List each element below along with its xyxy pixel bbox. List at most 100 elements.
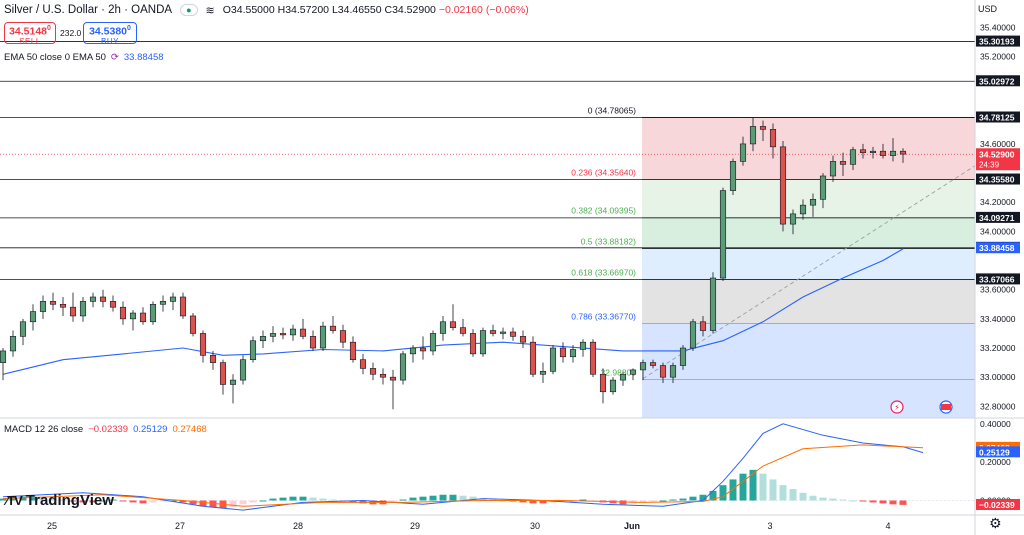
gear-icon[interactable]: ⚙ — [989, 515, 1002, 531]
fib-label-0: 0 (34.78065) — [588, 106, 636, 116]
ema-line — [2, 248, 904, 375]
macd-histogram-bar — [299, 496, 307, 501]
candle-body — [359, 359, 367, 369]
buy-button[interactable]: 34.53800 BUY — [83, 22, 137, 46]
candle-body — [0, 350, 7, 363]
candle-body — [689, 321, 697, 349]
candle-body — [499, 331, 507, 334]
macd-histogram-bar — [109, 499, 117, 501]
candle-body — [399, 353, 407, 381]
price-label-bg — [976, 75, 1020, 87]
candle-body — [59, 303, 67, 308]
candle-body — [189, 315, 197, 334]
price-label: 34.09271 — [979, 213, 1015, 223]
sell-button[interactable]: 34.51480 SELL — [4, 22, 56, 46]
macd-histogram-bar — [79, 500, 87, 503]
macd-histogram-bar — [189, 500, 197, 505]
candle-body — [549, 347, 557, 372]
symbol-title[interactable]: Silver / U.S. Dollar · 2h · OANDA — [4, 4, 173, 16]
macd-histogram-bar — [779, 485, 787, 501]
macd-histogram-bar — [479, 498, 487, 501]
fib-label-0.382: 0.382 (34.09395) — [571, 206, 636, 216]
candle-body — [699, 321, 707, 331]
price-label: 34.78125 — [979, 112, 1015, 122]
candle-body — [629, 369, 637, 375]
ema-legend-label: EMA 50 close 0 EMA 50 — [4, 52, 106, 63]
candle-body — [769, 129, 777, 148]
time-tick: Jun — [624, 521, 640, 531]
waves-icon[interactable]: ≋ — [205, 4, 215, 17]
candle-body — [679, 347, 687, 366]
candle-body — [139, 312, 147, 323]
refresh-icon[interactable]: ⟳ — [110, 52, 119, 63]
trend-line — [642, 165, 976, 380]
macd-tick: 0.40000 — [980, 419, 1011, 429]
candle-body — [379, 373, 387, 378]
macd-histogram-bar — [179, 500, 187, 503]
candle-body — [129, 312, 137, 320]
price-tick: 34.60000 — [980, 139, 1016, 149]
candle-body — [569, 349, 577, 358]
macd-histogram-bar — [839, 499, 847, 501]
macd-label-bg — [976, 498, 1020, 510]
candle-body — [169, 296, 177, 302]
macd-histogram-bar — [49, 498, 57, 501]
macd-histogram-bar — [439, 494, 447, 501]
ohlc-readout: O34.55000 H34.57200 L34.46550 C34.52900 … — [223, 4, 529, 16]
time-tick: 29 — [410, 521, 420, 531]
currency-label[interactable]: USD — [978, 4, 998, 14]
candle-body — [849, 149, 857, 165]
sell-price: 34.5148 — [9, 25, 48, 38]
macd-label: 0.25129 — [979, 447, 1010, 457]
price-label: 34.35580 — [979, 175, 1015, 185]
fib-zone-0.618 — [642, 279, 975, 324]
low-value: L34.46550 — [331, 4, 382, 16]
macd-histogram-bar — [449, 494, 457, 501]
high-value: H34.57200 — [277, 4, 330, 16]
buy-price: 34.5380 — [89, 25, 128, 38]
candle-body — [329, 325, 337, 331]
macd-histogram-bar — [669, 499, 677, 501]
macd-histogram-bar — [679, 498, 687, 501]
candle-body — [719, 190, 727, 279]
macd-histogram-bar — [799, 492, 807, 501]
price-tick: 35.20000 — [980, 51, 1016, 61]
macd-histogram-bar — [579, 499, 587, 501]
macd-histogram-bar — [319, 498, 327, 501]
macd-legend[interactable]: MACD 12 26 close −0.02339 0.25129 0.2746… — [4, 424, 207, 435]
eye-icon[interactable]: ● — [180, 4, 198, 16]
candle-body — [459, 327, 467, 334]
ema-legend[interactable]: EMA 50 close 0 EMA 50 ⟳ 33.88458 — [4, 52, 164, 63]
sell-label: SELL — [19, 36, 41, 46]
macd-histogram-bar — [59, 499, 67, 501]
candle-body — [539, 371, 547, 375]
lightning-event-glyph: ⚡ — [894, 403, 900, 412]
us-flag-event-glyph — [941, 404, 951, 410]
candle-body — [649, 362, 657, 366]
candle-body — [89, 296, 97, 302]
time-tick: 25 — [47, 521, 57, 531]
candle-body — [289, 328, 297, 336]
macd-histogram-bar — [719, 485, 727, 501]
candle-body — [279, 333, 287, 336]
candle-body — [579, 341, 587, 350]
macd-histogram-bar — [99, 500, 107, 502]
macd-histogram-bar — [19, 496, 27, 501]
macd-histogram-bar — [389, 500, 397, 503]
candle-body — [149, 303, 157, 323]
candle-body — [449, 321, 457, 328]
price-tick: 33.00000 — [980, 372, 1016, 382]
fib-label-0.786: 0.786 (33.36770) — [571, 312, 636, 322]
candle-body — [669, 365, 677, 378]
macd-label-bg — [976, 446, 1020, 458]
macd-legend-macd: −0.02339 — [88, 424, 129, 435]
price-tick: 33.40000 — [980, 314, 1016, 324]
candle-body — [389, 376, 397, 381]
macd-histogram-bar — [889, 500, 897, 505]
candle-body — [589, 341, 597, 375]
macd-histogram-bar — [69, 500, 77, 502]
macd-histogram-bar — [129, 500, 137, 503]
candle-body — [109, 301, 117, 308]
macd-tick: 0.20000 — [980, 457, 1011, 467]
